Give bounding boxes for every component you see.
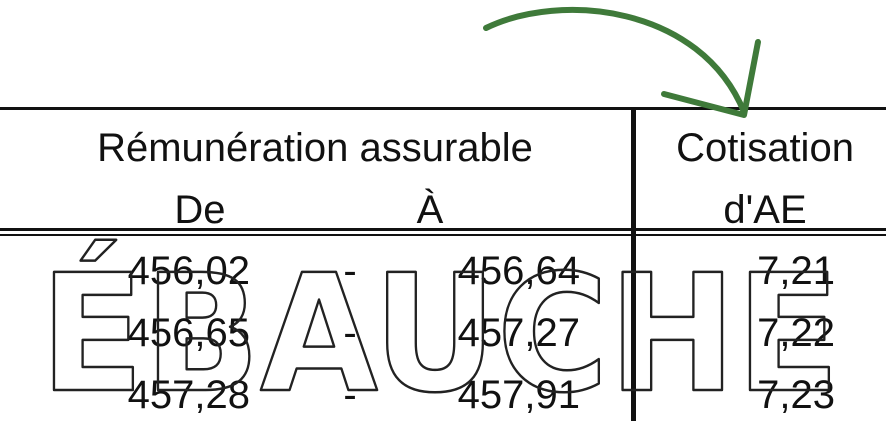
row-contribution-value: 7,22	[757, 311, 835, 355]
header-contribution-label-line2: d'AE	[723, 188, 807, 232]
column-divider	[631, 107, 636, 421]
row-contribution-value: 7,21	[757, 249, 835, 293]
row-contribution-value: 7,23	[757, 373, 835, 417]
row-separator: -	[343, 373, 357, 417]
row-from-value: 457,28	[127, 373, 250, 417]
row-separator: -	[343, 249, 357, 293]
row-to-value: 457,91	[457, 373, 580, 417]
row-from-value: 456,02	[127, 249, 250, 293]
header-bottom-rule-2	[0, 234, 886, 236]
row-to-value: 457,27	[457, 311, 580, 355]
row-separator: -	[343, 311, 357, 355]
header-to-label: À	[416, 188, 444, 232]
curved-arrow-icon	[483, 6, 761, 118]
row-from-value: 456,65	[127, 311, 250, 355]
draft-watermark: ÉBAUCHE	[40, 239, 840, 421]
top-rule	[0, 107, 886, 110]
header-contribution-label-line1: Cotisation	[676, 126, 854, 170]
row-to-value: 456,64	[457, 249, 580, 293]
header-bottom-rule	[0, 228, 886, 231]
header-group-label: Rémunération assurable	[97, 126, 533, 170]
header-from-label: De	[174, 188, 226, 232]
